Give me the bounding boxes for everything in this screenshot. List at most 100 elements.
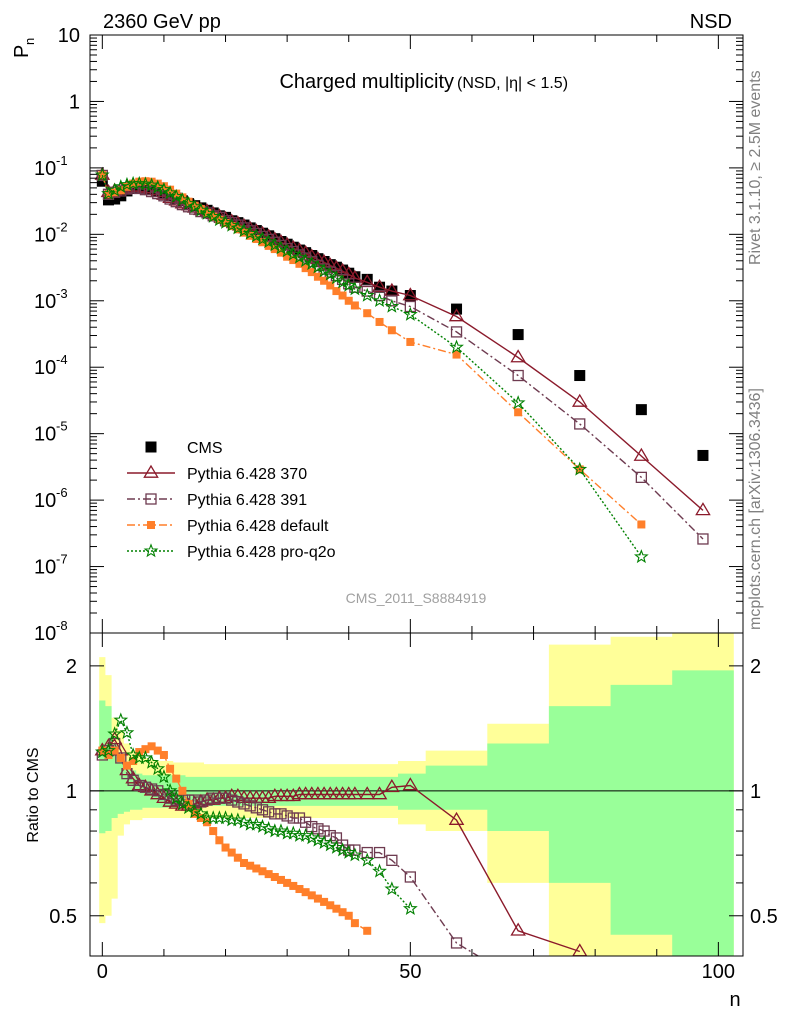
- data-point-proq2o: [310, 259, 326, 274]
- data-point-default: [332, 287, 341, 296]
- ratio-point-p391: [139, 781, 152, 793]
- ratio-point-default: [301, 888, 310, 897]
- ratio-point-proq2o: [341, 844, 357, 859]
- ratio-point-default: [258, 867, 267, 876]
- data-point-proq2o: [273, 240, 289, 255]
- y-tick-label: 10: [34, 158, 56, 180]
- ratio-point-p391: [404, 871, 416, 883]
- data-point-default: [203, 208, 212, 217]
- data-point-default: [295, 259, 304, 268]
- ratio-point-default: [332, 904, 341, 913]
- ratio-y-tick-label: 0.5: [49, 906, 77, 928]
- y-tick-label-exponent: -7: [56, 552, 68, 567]
- ratio-point-p391: [133, 779, 145, 792]
- legend-label-p391: Pythia 6.428 391: [187, 492, 307, 509]
- ratio-point-p391: [312, 823, 324, 835]
- data-point-proq2o: [144, 177, 159, 192]
- ratio-point-default: [178, 786, 187, 795]
- ratio-point-default: [227, 848, 236, 857]
- ratio-point-p391: [250, 802, 262, 814]
- data-point-p370: [510, 349, 526, 363]
- data-point-proq2o: [168, 188, 184, 203]
- series-line-proq2o: [101, 174, 642, 558]
- data-point-p370: [571, 393, 588, 407]
- ratio-point-proq2o: [101, 742, 116, 757]
- data-point-proq2o: [292, 249, 307, 264]
- ratio-point-default: [141, 745, 150, 754]
- ratio-y-tick-label-right: 0.5: [750, 906, 778, 928]
- data-point-p370: [297, 244, 314, 259]
- data-point-default: [344, 296, 353, 305]
- legend-entry-p370: Pythia 6.428 370: [127, 464, 307, 483]
- data-point-p370: [448, 308, 465, 322]
- data-point-default: [240, 228, 249, 237]
- data-point-default: [406, 337, 415, 346]
- data-point-default: [301, 264, 310, 273]
- ratio-line-p391: [101, 742, 480, 956]
- legend-label-cms: CMS: [187, 440, 223, 457]
- ratio-series-default: [98, 742, 372, 935]
- data-point-proq2o: [205, 208, 221, 223]
- ratio-point-default: [122, 761, 131, 770]
- data-point-p391: [361, 285, 373, 297]
- data-point-p391: [450, 326, 463, 338]
- legend-label-proq2o: Pythia 6.428 pro-q2o: [187, 544, 336, 561]
- data-point-cms: [152, 185, 164, 197]
- legend-entry-p391: Pythia 6.428 391: [127, 492, 307, 509]
- ratio-point-p391: [293, 812, 306, 824]
- data-point-default: [514, 408, 523, 417]
- data-point-p370: [310, 251, 326, 265]
- data-point-proq2o: [199, 205, 215, 220]
- ratio-point-proq2o: [119, 724, 135, 740]
- data-point-default: [184, 197, 193, 206]
- ratio-series-p391: [96, 737, 523, 985]
- data-point-default: [166, 185, 175, 194]
- legend: CMS Pythia 6.428 370 Pythia 6.428 391 Pythi…: [127, 440, 336, 561]
- ratio-point-default: [338, 908, 347, 917]
- data-point-proq2o: [298, 252, 314, 268]
- legend-label-p370: Pythia 6.428 370: [187, 466, 307, 483]
- ratio-point-default: [344, 911, 353, 920]
- ratio-point-default: [196, 814, 205, 823]
- ratio-point-proq2o: [329, 839, 344, 854]
- y-tick-label-exponent: -3: [56, 286, 68, 301]
- ratio-point-proq2o: [359, 852, 375, 867]
- data-point-cms: [574, 370, 586, 382]
- data-point-default: [104, 190, 113, 199]
- data-point-default: [98, 171, 107, 180]
- ratio-point-p391: [207, 792, 219, 804]
- data-point-proq2o: [242, 225, 258, 240]
- ratio-point-default: [295, 885, 304, 894]
- data-point-default: [159, 182, 168, 191]
- data-point-default: [289, 256, 298, 265]
- legend-marker-cms: [145, 441, 157, 453]
- ratio-point-p391: [226, 794, 238, 806]
- data-point-p370: [371, 278, 388, 293]
- ratio-point-proq2o: [248, 816, 264, 831]
- data-point-proq2o: [162, 185, 178, 200]
- ratio-point-proq2o: [347, 847, 363, 862]
- data-point-default: [178, 193, 187, 202]
- legend-marker-p391: [145, 493, 157, 505]
- data-point-cms: [697, 449, 709, 461]
- data-point-p370: [267, 231, 283, 245]
- ratio-point-proq2o: [261, 821, 277, 836]
- ratio-point-p370: [285, 788, 302, 802]
- ratio-point-default: [209, 827, 218, 836]
- ratio-point-p391: [232, 796, 244, 808]
- ratio-point-p370: [384, 778, 400, 793]
- data-point-proq2o: [236, 223, 252, 238]
- data-point-default: [270, 245, 279, 254]
- data-point-cms: [337, 264, 349, 276]
- y-tick-label-exponent: -2: [56, 219, 68, 234]
- series-p391: [96, 169, 709, 545]
- ratio-point-p391: [256, 804, 269, 816]
- ratio-point-proq2o: [273, 823, 289, 838]
- ratio-point-p391: [513, 975, 523, 985]
- ratio-point-default: [215, 836, 224, 845]
- data-point-default: [350, 301, 359, 310]
- data-point-proq2o: [633, 549, 649, 564]
- y-tick-label: 10: [34, 623, 56, 645]
- data-point-default: [313, 272, 322, 281]
- ratio-point-proq2o: [94, 744, 110, 759]
